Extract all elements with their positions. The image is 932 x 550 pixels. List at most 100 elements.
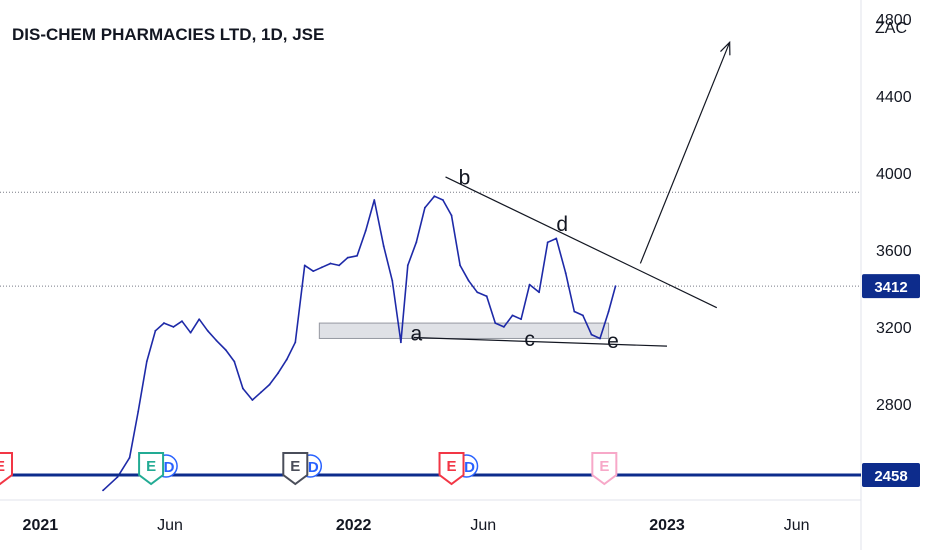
lower-trendline[interactable] [413, 336, 668, 347]
price-point [154, 329, 157, 332]
price-point [251, 399, 254, 401]
price-point [128, 456, 131, 459]
earnings-badge-label: E [447, 458, 457, 475]
price-point [528, 283, 531, 286]
price-point [415, 241, 418, 244]
earnings-badge-2[interactable]: DE [138, 452, 178, 486]
price-point [433, 195, 436, 198]
forecast-arrow-head [720, 40, 731, 56]
price-point [382, 245, 385, 248]
price-point [172, 326, 175, 328]
last-price-tag-label: 3412 [874, 279, 907, 296]
price-point [163, 322, 165, 324]
price-point [599, 337, 601, 340]
price-point [485, 295, 488, 298]
price-point [329, 262, 332, 265]
wave-label-b: b [459, 167, 471, 190]
price-point [260, 391, 262, 394]
price-point [476, 291, 479, 294]
earnings-badge-label: E [599, 458, 609, 475]
price-point [555, 237, 558, 240]
price-point [459, 264, 462, 267]
price-point [198, 318, 201, 321]
price-point [581, 314, 584, 317]
price-point [520, 318, 522, 321]
price-point [102, 489, 104, 492]
price-point [467, 279, 470, 282]
price-point [564, 272, 567, 274]
price-point [494, 322, 497, 324]
x-tick-label: 2021 [23, 517, 59, 534]
currency-label: ZAC [875, 20, 907, 37]
price-point [303, 264, 306, 267]
price-point [614, 285, 617, 288]
earnings-badge-5[interactable]: E [591, 452, 618, 486]
earnings-badge-3[interactable]: DE [282, 452, 323, 486]
y-tick-label: 4400 [876, 89, 912, 106]
earnings-badge-4[interactable]: DE [438, 452, 479, 486]
price-point [590, 333, 593, 336]
price-point [450, 214, 453, 217]
price-point [346, 256, 349, 259]
x-tick-label: Jun [157, 517, 183, 534]
y-tick-label: 3600 [876, 243, 912, 260]
price-point [181, 320, 183, 323]
wave-label-e: e [607, 330, 619, 353]
earnings-line-tag-label: 2458 [874, 468, 907, 485]
earnings-badge-label: E [290, 458, 300, 475]
price-point [573, 310, 576, 313]
forecast-arrow[interactable] [639, 42, 731, 264]
price-point [399, 341, 402, 344]
price-point [137, 410, 140, 413]
price-point [215, 339, 218, 342]
earnings-badge-shape [0, 452, 13, 486]
price-point [242, 387, 244, 390]
price-point [189, 331, 192, 334]
earnings-badge-shape [282, 452, 309, 486]
price-point [145, 360, 148, 363]
earnings-line-tag [862, 463, 920, 487]
wave-label-c: c [524, 328, 535, 351]
price-point [224, 349, 227, 351]
support-zone[interactable] [318, 322, 610, 339]
dividend-badge-label: D [164, 459, 175, 476]
y-tick-label: 3200 [876, 320, 912, 337]
wave-label-d: d [556, 213, 568, 236]
price-point [321, 266, 323, 269]
price-point [277, 372, 280, 374]
wave-label-a: a [410, 322, 422, 345]
x-tick-label: Jun [784, 517, 810, 534]
price-point [391, 279, 394, 282]
price-point [406, 264, 409, 267]
price-point [268, 383, 271, 386]
price-point [502, 326, 505, 328]
price-point [338, 264, 340, 267]
price-point [294, 341, 297, 344]
chart-title: DIS-CHEM PHARMACIES LTD, 1D, JSE [12, 25, 324, 44]
y-tick-label: 4000 [876, 166, 912, 183]
upper-trendline[interactable] [445, 176, 718, 309]
y-tick-label: 4800 [876, 12, 912, 29]
price-point [233, 360, 236, 363]
x-tick-label: 2023 [649, 517, 685, 534]
price-point [356, 254, 359, 257]
earnings-badge-shape [438, 452, 465, 486]
price-point [538, 291, 540, 294]
price-point [312, 270, 315, 273]
y-tick-label: 2800 [876, 397, 912, 414]
price-point [546, 241, 549, 244]
dividend-badge-label: D [464, 459, 475, 476]
x-tick-label: Jun [470, 517, 496, 534]
earnings-badge-label: E [0, 458, 5, 475]
price-point [607, 310, 610, 313]
price-point [364, 229, 367, 232]
price-point [285, 358, 288, 361]
price-point [424, 206, 426, 209]
price-point [511, 314, 514, 317]
last-price-tag [862, 274, 920, 299]
dividend-badge-label: D [308, 459, 319, 476]
earnings-badge-shape [591, 452, 618, 486]
earnings-badge-label: E [146, 458, 156, 475]
earnings-badge-1[interactable]: E [0, 452, 13, 486]
